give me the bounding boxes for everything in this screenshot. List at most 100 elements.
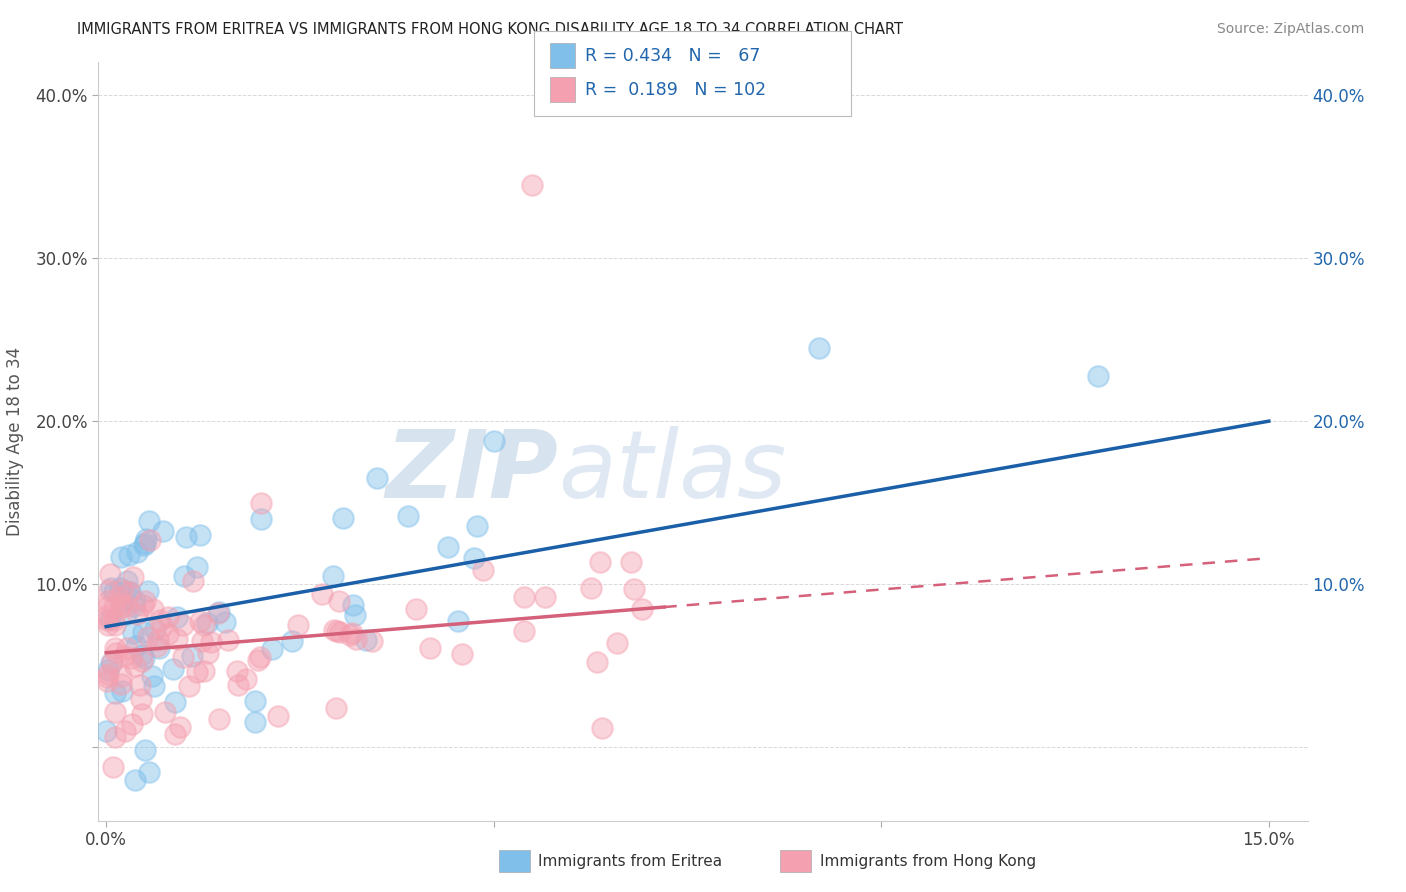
Point [267, 709, 290, 723]
Point [186, 665, 208, 679]
Point [354, 632, 377, 647]
Point [200, 634, 222, 648]
Point [125, 640, 148, 654]
Point [129, 678, 152, 692]
Point [104, 730, 127, 744]
Point [631, 602, 654, 616]
Point [132, 598, 155, 612]
Point [188, 527, 211, 541]
Point [195, 615, 218, 630]
Point [124, 659, 146, 673]
Point [208, 605, 231, 619]
Point [110, 676, 132, 690]
Point [163, 695, 186, 709]
Point [131, 648, 153, 663]
Point [207, 712, 229, 726]
Point [122, 626, 145, 640]
Text: IMMIGRANTS FROM ERITREA VS IMMIGRANTS FROM HONG KONG DISABILITY AGE 18 TO 34 COR: IMMIGRANTS FROM ERITREA VS IMMIGRANTS FR… [77, 22, 903, 37]
Point [366, 471, 388, 485]
Point [191, 634, 214, 648]
Point [197, 646, 219, 660]
Point [111, 593, 134, 607]
Point [134, 593, 156, 607]
Point [513, 590, 536, 604]
Point [96, 670, 118, 684]
Point [108, 590, 131, 604]
Point [620, 555, 643, 569]
Point [157, 610, 180, 624]
Point [250, 512, 273, 526]
Point [472, 563, 495, 577]
Point [124, 773, 146, 788]
Point [134, 743, 156, 757]
Point [142, 601, 165, 615]
Point [121, 717, 143, 731]
Point [623, 582, 645, 596]
Point [132, 625, 155, 640]
Point [249, 649, 271, 664]
Point [114, 607, 136, 622]
Point [97, 618, 120, 632]
Point [114, 724, 136, 739]
Point [132, 538, 155, 552]
Text: Immigrants from Hong Kong: Immigrants from Hong Kong [820, 854, 1036, 869]
Point [344, 632, 367, 646]
Point [110, 600, 132, 615]
Point [122, 570, 145, 584]
Point [136, 631, 159, 645]
Point [186, 560, 208, 574]
Point [120, 650, 142, 665]
Point [166, 610, 188, 624]
Point [447, 615, 470, 629]
Point [405, 601, 427, 615]
Point [103, 705, 125, 719]
Point [103, 600, 125, 615]
Point [329, 625, 352, 640]
Point [110, 668, 132, 682]
Point [135, 532, 157, 546]
Point [96, 674, 118, 689]
Point [581, 581, 603, 595]
Point [465, 519, 488, 533]
Point [104, 618, 127, 632]
Point [339, 628, 361, 642]
Point [361, 634, 384, 648]
Point [98, 582, 121, 597]
Point [136, 583, 159, 598]
Point [134, 536, 156, 550]
Point [169, 720, 191, 734]
Point [482, 434, 505, 448]
Point [157, 627, 180, 641]
Point [174, 530, 197, 544]
Point [117, 574, 139, 588]
Point [247, 652, 270, 666]
Point [143, 679, 166, 693]
Point [104, 641, 127, 656]
Point [177, 679, 200, 693]
Point [588, 555, 610, 569]
Point [396, 509, 419, 524]
Point [96, 723, 118, 738]
Point [534, 590, 557, 604]
Point [138, 514, 160, 528]
Point [181, 574, 204, 588]
Point [150, 618, 173, 632]
Point [146, 632, 169, 647]
Point [325, 624, 347, 639]
Point [118, 585, 141, 599]
Point [437, 540, 460, 554]
Point [124, 593, 146, 607]
Point [115, 599, 138, 614]
Point [155, 705, 177, 719]
Point [166, 632, 188, 647]
Point [98, 567, 121, 582]
Y-axis label: Disability Age 18 to 34: Disability Age 18 to 34 [7, 347, 24, 536]
Point [97, 667, 120, 681]
Point [522, 178, 544, 192]
Point [100, 581, 122, 595]
Point [96, 608, 118, 623]
Point [243, 693, 266, 707]
Point [340, 626, 363, 640]
Point [149, 613, 172, 627]
Point [214, 615, 236, 630]
